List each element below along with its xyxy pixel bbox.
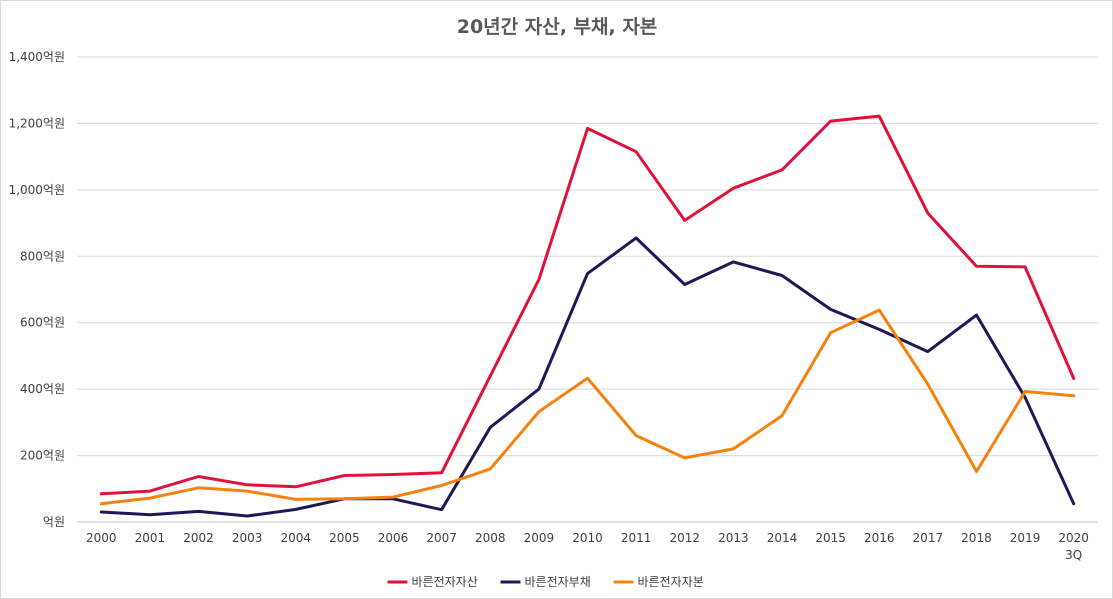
x-tick-label: 2012 xyxy=(669,531,700,545)
x-tick-label: 2017 xyxy=(913,531,944,545)
x-tick-label-line: 2007 xyxy=(426,531,457,545)
y-tick-label: 1,400억원 xyxy=(9,50,65,64)
x-tick-label: 2014 xyxy=(767,531,798,545)
x-tick-label-line: 2003 xyxy=(232,531,263,545)
series-line xyxy=(99,114,1076,496)
x-tick-label: 2013 xyxy=(718,531,749,545)
x-tick-label-line: 2000 xyxy=(86,531,117,545)
y-tick-label: 1,000억원 xyxy=(9,183,65,197)
series-line xyxy=(99,308,1076,506)
x-tick-label: 2008 xyxy=(475,531,506,545)
x-tick-label-line: 2020 xyxy=(1058,531,1089,545)
x-tick-label: 2004 xyxy=(281,531,312,545)
series-line xyxy=(99,236,1076,518)
x-tick-label-line: 2008 xyxy=(475,531,506,545)
x-tick-label: 2009 xyxy=(524,531,555,545)
x-tick-label-line: 2009 xyxy=(524,531,555,545)
x-tick-label: 2016 xyxy=(864,531,895,545)
y-tick-label: 600억원 xyxy=(20,316,65,330)
x-tick-label-line: 2006 xyxy=(378,531,409,545)
x-tick-label: 2018 xyxy=(961,531,992,545)
x-tick-label: 2000 xyxy=(86,531,117,545)
x-tick-label-line: 2016 xyxy=(864,531,895,545)
x-tick-label: 2015 xyxy=(815,531,846,545)
x-tick-label-line: 2019 xyxy=(1010,531,1041,545)
y-tick-label: 억원 xyxy=(43,515,65,529)
y-tick-label: 400억원 xyxy=(20,382,65,396)
x-tick-label-line: 2005 xyxy=(329,531,360,545)
x-tick-label-line: 2010 xyxy=(572,531,603,545)
x-tick-label: 2002 xyxy=(183,531,214,545)
legend: 바른전자자산 바른전자부채 바른전자자본 xyxy=(387,575,704,589)
chart-title: 20년간 자산, 부채, 자본 xyxy=(457,16,658,38)
x-tick-label: 2011 xyxy=(621,531,652,545)
x-tick-label-line: 2013 xyxy=(718,531,749,545)
legend-label: 바른전자부채 xyxy=(525,575,591,589)
x-tick-label: 2007 xyxy=(426,531,457,545)
x-axis-ticks: 2000 2001 2002 2003 2004 2005 2006 2007 2008 2009… xyxy=(86,531,1089,562)
y-tick-label: 800억원 xyxy=(20,249,65,263)
x-tick-label-line: 2018 xyxy=(961,531,992,545)
x-tick-label: 2020 3Q xyxy=(1058,531,1089,562)
x-tick-label: 2005 xyxy=(329,531,360,545)
x-tick-label-line: 3Q xyxy=(1065,548,1082,562)
x-tick-label: 2003 xyxy=(232,531,263,545)
x-tick-label: 2019 xyxy=(1010,531,1041,545)
y-axis-ticks: 억원 200억원 400억원 600억원 800억원 1,000억원 1,200억원 1,40… xyxy=(9,50,65,529)
x-tick-label-line: 2017 xyxy=(913,531,944,545)
x-tick-label-line: 2002 xyxy=(183,531,214,545)
x-tick-label-line: 2015 xyxy=(815,531,846,545)
x-tick-label-line: 2004 xyxy=(281,531,312,545)
x-tick-label-line: 2014 xyxy=(767,531,798,545)
legend-label: 바른전자자산 xyxy=(412,575,478,589)
x-tick-label-line: 2001 xyxy=(135,531,166,545)
x-tick-label: 2006 xyxy=(378,531,409,545)
x-tick-label-line: 2011 xyxy=(621,531,652,545)
x-tick-label-line: 2012 xyxy=(669,531,700,545)
gridlines xyxy=(77,56,1098,523)
x-tick-label: 2010 xyxy=(572,531,603,545)
y-tick-label: 200억원 xyxy=(20,449,65,463)
legend-label: 바른전자자본 xyxy=(638,575,704,589)
x-tick-label: 2001 xyxy=(135,531,166,545)
y-tick-label: 1,200억원 xyxy=(9,116,65,130)
series-lines xyxy=(99,114,1076,518)
